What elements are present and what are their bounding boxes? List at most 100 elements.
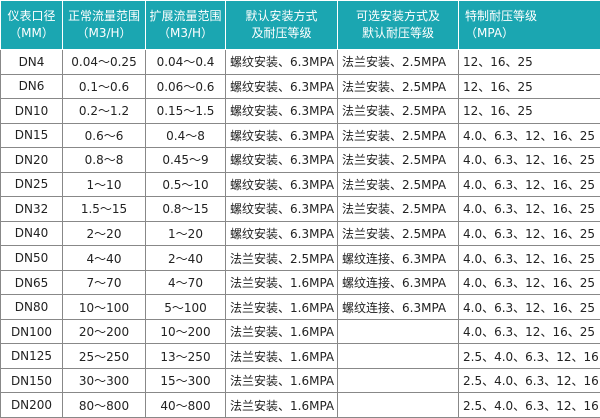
cell-normal-flow: 25～250 [62,343,146,369]
cell-optional-install: 法兰安装、2.5MPA [337,98,459,124]
cell-normal-flow: 1.5～15 [62,196,146,222]
cell-default-install: 法兰安装、2.5MPA [225,245,338,271]
cell-default-install: 螺纹安装、6.3MPA [225,73,338,100]
cell-size: DN125 [0,343,63,369]
cell-size: DN40 [0,220,63,247]
cell-extended-flow: 0.8～15 [145,196,226,222]
table-row: DN32 1.5～15 0.8～15 螺纹安装、6.3MPA 法兰安装、2.5MPA 4.… [0,196,600,222]
cell-size: DN200 [0,392,63,418]
cell-extended-flow: 40～800 [145,392,226,418]
cell-normal-flow: 0.8～8 [62,147,146,173]
cell-normal-flow: 0.04～0.25 [62,49,146,75]
cell-normal-flow: 0.2～1.2 [62,98,146,124]
cell-normal-flow: 4～40 [62,245,146,271]
cell-size: DN65 [0,269,63,296]
cell-special-pressure: 12、16、25 [458,98,600,124]
header-row: 仪表口径 （MM） 正常流量范围 （M3/H） 扩展流量范围 （M3/H） 默认安装方式 及耐… [0,0,600,50]
header-text: 默认安装方式 [245,9,318,23]
cell-special-pressure: 12、16、25 [458,73,600,100]
cell-optional-install: 螺纹连接、6.3MPA [337,245,459,271]
cell-optional-install: 螺纹连接、6.3MPA [337,269,459,296]
cell-size: DN10 [0,98,63,124]
table-row: DN40 2～20 1～20 螺纹安装、6.3MPA 法兰安装、2.5MPA 4.0、6.… [0,220,600,247]
cell-default-install: 螺纹安装、6.3MPA [225,98,338,124]
cell-optional-install: 法兰安装、2.5MPA [337,220,459,247]
header-special-pressure: 特制耐压等级 （MPA） [458,0,600,50]
cell-size: DN25 [0,171,63,198]
header-text: 正常流量范围 [67,9,140,23]
cell-optional-install: 法兰安装、2.5MPA [337,49,459,75]
header-normal-flow: 正常流量范围 （M3/H） [62,0,146,50]
cell-default-install: 螺纹安装、6.3MPA [225,122,338,149]
cell-normal-flow: 0.6～6 [62,122,146,149]
cell-extended-flow: 5～100 [145,294,226,320]
cell-extended-flow: 0.5～10 [145,171,226,198]
cell-special-pressure: 2.5、4.0、6.3、12、16 [458,367,600,394]
cell-special-pressure: 4.0、6.3、12、16、25 [458,122,600,149]
cell-default-install: 法兰安装、1.6MPA [225,367,338,394]
cell-extended-flow: 4～70 [145,269,226,296]
cell-extended-flow: 10～200 [145,318,226,345]
cell-default-install: 螺纹安装、6.3MPA [225,196,338,222]
header-text: （M3/H） [76,26,132,40]
cell-default-install: 法兰安装、1.6MPA [225,343,338,369]
table-row: DN65 7～70 4～70 法兰安装、1.6MPA 螺纹连接、6.3MPA 4.0、6.… [0,269,600,296]
cell-default-install: 螺纹安装、6.3MPA [225,147,338,173]
cell-size: DN6 [0,73,63,100]
cell-normal-flow: 7～70 [62,269,146,296]
cell-default-install: 螺纹安装、6.3MPA [225,220,338,247]
cell-optional-install: 法兰安装、2.5MPA [337,122,459,149]
cell-special-pressure: 4.0、6.3、12、16、25 [458,269,600,296]
table-row: DN125 25～250 13～250 法兰安装、1.6MPA 2.5、4.0、6.3、… [0,343,600,369]
header-default-install: 默认安装方式 及耐压等级 [225,0,338,50]
cell-optional-install [337,367,459,394]
cell-optional-install: 法兰安装、2.5MPA [337,171,459,198]
cell-extended-flow: 2～40 [145,245,226,271]
cell-extended-flow: 0.04～0.4 [145,49,226,75]
table-row: DN150 30～300 15～300 法兰安装、1.6MPA 2.5、4.0、6.3、… [0,367,600,394]
table-row: DN50 4～40 2～40 法兰安装、2.5MPA 螺纹连接、6.3MPA 4.0、6.… [0,245,600,271]
cell-special-pressure: 4.0、6.3、12、16、25 [458,196,600,222]
header-text: （M3/H） [157,26,214,40]
cell-optional-install [337,392,459,418]
cell-size: DN50 [0,245,63,271]
table-row: DN4 0.04～0.25 0.04～0.4 螺纹安装、6.3MPA 法兰安装、2.5M… [0,49,600,75]
header-size: 仪表口径 （MM） [0,0,63,50]
cell-special-pressure: 4.0、6.3、12、16、25 [458,171,600,198]
cell-normal-flow: 2～20 [62,220,146,247]
cell-optional-install: 法兰安装、2.5MPA [337,73,459,100]
cell-special-pressure: 12、16、25 [458,49,600,75]
cell-special-pressure: 4.0、6.3、12、16、25 [458,294,600,320]
cell-special-pressure: 4.0、6.3、12、16、25 [458,245,600,271]
cell-normal-flow: 80～800 [62,392,146,418]
cell-special-pressure: 4.0、6.3、12、16、25 [458,220,600,247]
table-row: DN80 10～100 5～100 法兰安装、1.6MPA 螺纹连接、6.3MPA 4.0… [0,294,600,320]
cell-size: DN32 [0,196,63,222]
header-text: 默认耐压等级 [361,26,434,40]
cell-default-install: 法兰安装、1.6MPA [225,269,338,296]
cell-optional-install [337,318,459,345]
header-extended-flow: 扩展流量范围 （M3/H） [145,0,226,50]
cell-special-pressure: 4.0、6.3、12、16、25 [458,147,600,173]
cell-extended-flow: 13～250 [145,343,226,369]
cell-optional-install [337,343,459,369]
header-text: 及耐压等级 [251,26,312,40]
cell-special-pressure: 4.0、6.3、12、16、25 [458,318,600,345]
cell-default-install: 法兰安装、1.6MPA [225,392,338,418]
cell-normal-flow: 0.1～0.6 [62,73,146,100]
header-text: （MM） [9,26,54,40]
cell-normal-flow: 1～10 [62,171,146,198]
table-row: DN15 0.6～6 0.4～8 螺纹安装、6.3MPA 法兰安装、2.5MPA 4.0、… [0,122,600,149]
cell-default-install: 螺纹安装、6.3MPA [225,49,338,75]
cell-optional-install: 螺纹连接、6.3MPA [337,294,459,320]
cell-extended-flow: 0.15～1.5 [145,98,226,124]
cell-optional-install: 法兰安装、2.5MPA [337,147,459,173]
header-text: 可选安装方式及 [355,9,440,23]
table-row: DN100 20～200 10～200 法兰安装、1.6MPA 4.0、6.3、12、1… [0,318,600,345]
cell-size: DN80 [0,294,63,320]
table-row: DN25 1～10 0.5～10 螺纹安装、6.3MPA 法兰安装、2.5MPA 4.0、… [0,171,600,198]
header-text: （MPA） [465,26,515,40]
cell-size: DN100 [0,318,63,345]
table-row: DN20 0.8～8 0.45～9 螺纹安装、6.3MPA 法兰安装、2.5MPA 4.0… [0,147,600,173]
